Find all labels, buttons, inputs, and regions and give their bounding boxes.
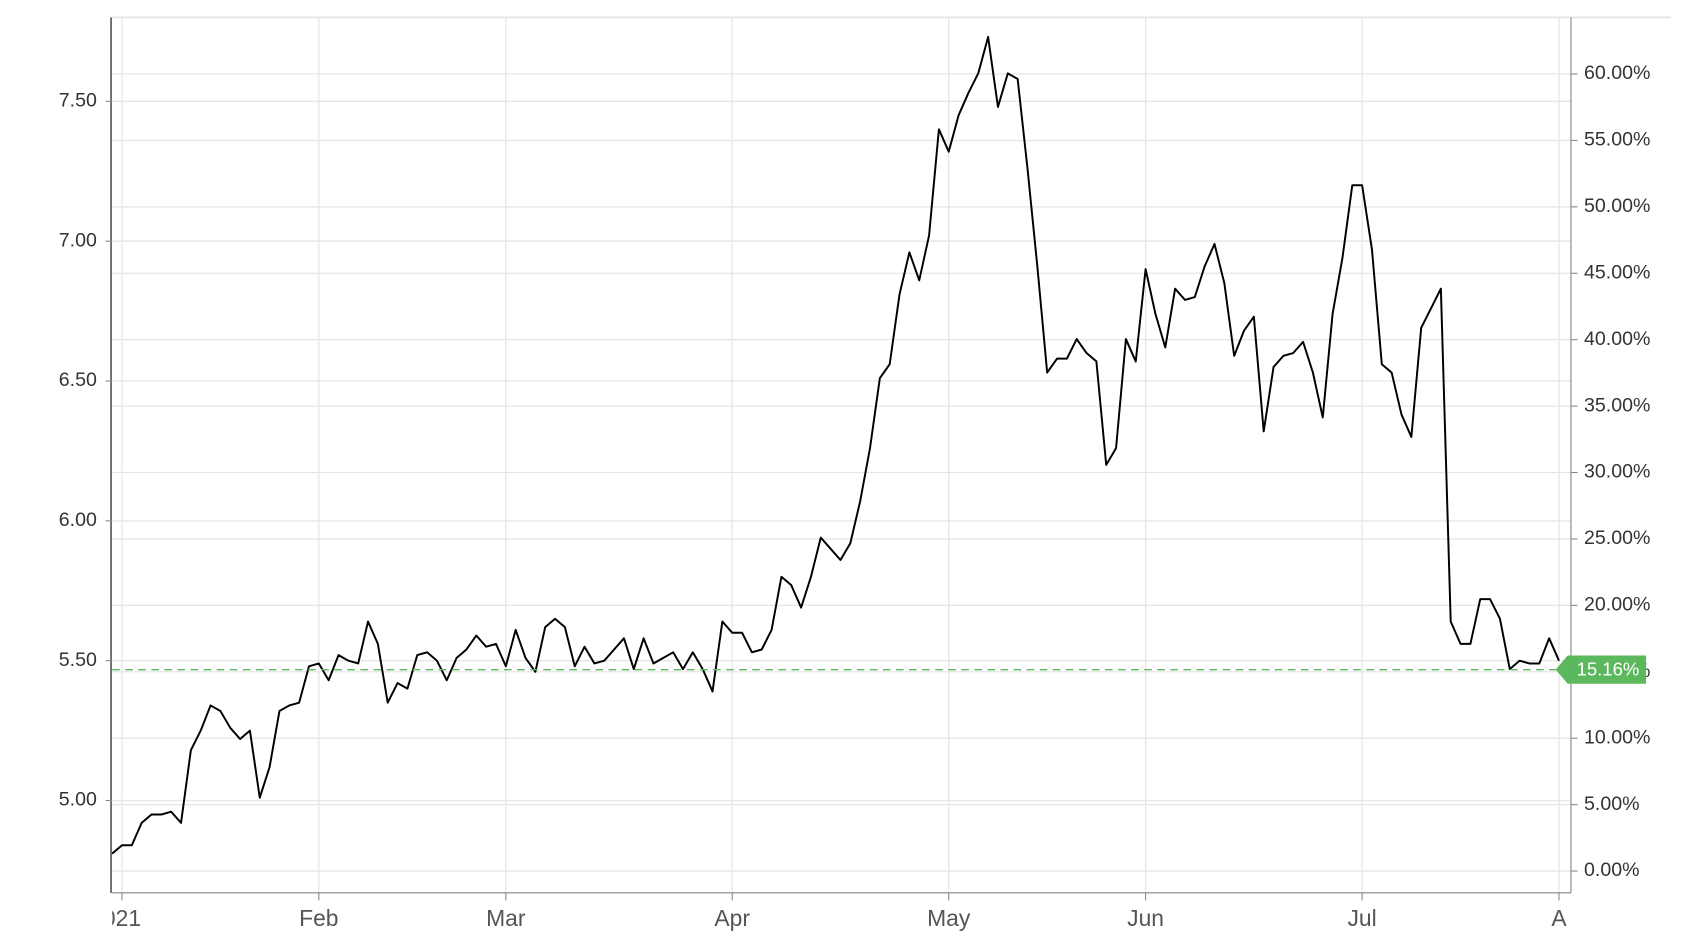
y2-tick-label: 45.00%: [1584, 261, 1650, 283]
x-tick-label: Apr: [714, 905, 750, 931]
y2-tick-label: 50.00%: [1584, 195, 1650, 217]
y2-tick-label: 25.00%: [1584, 527, 1650, 549]
y2-tick-label: 35.00%: [1584, 394, 1650, 416]
x-tick-label: A: [1551, 905, 1567, 931]
x-tick-label: Feb: [299, 905, 338, 931]
y2-tick-label: 60.00%: [1584, 62, 1650, 84]
y-tick-label: 6.50: [59, 369, 97, 391]
y2-tick-label: 40.00%: [1584, 328, 1650, 350]
x-tick-label: 021: [103, 905, 141, 931]
y-tick-label: 7.00: [59, 229, 97, 251]
reference-tag: [1555, 655, 1647, 684]
y2-tick-label: 5.00%: [1584, 793, 1640, 815]
y-tick-label: 7.50: [59, 89, 97, 111]
y-tick-label: 5.50: [59, 649, 97, 671]
x-tick-label: Jul: [1348, 905, 1377, 931]
y2-tick-label: 55.00%: [1584, 129, 1650, 151]
x-tick-label: Mar: [486, 905, 526, 931]
reference-label: 15.16%: [1577, 659, 1640, 680]
x-tick-label: Jun: [1127, 905, 1164, 931]
y2-tick-label: 10.00%: [1584, 726, 1650, 748]
plot: 5.00 5.50 6.00 6.50 7.00 7.50 0.00% 5.00% 10.00%…: [59, 36, 1650, 931]
x-tick-label: May: [927, 905, 971, 931]
grid: [112, 17, 1571, 893]
y2-tick-label: 30.00%: [1584, 461, 1650, 483]
y-tick-label: 6.00: [59, 509, 97, 531]
line: [111, 36, 1560, 855]
y2-tick-label: 20.00%: [1584, 594, 1650, 616]
y2-tick-label: 0.00%: [1584, 859, 1640, 881]
y-tick-label: 5.00: [59, 789, 97, 811]
x-labels: 021 Feb Mar Apr May Jun Jul A: [103, 905, 1567, 931]
